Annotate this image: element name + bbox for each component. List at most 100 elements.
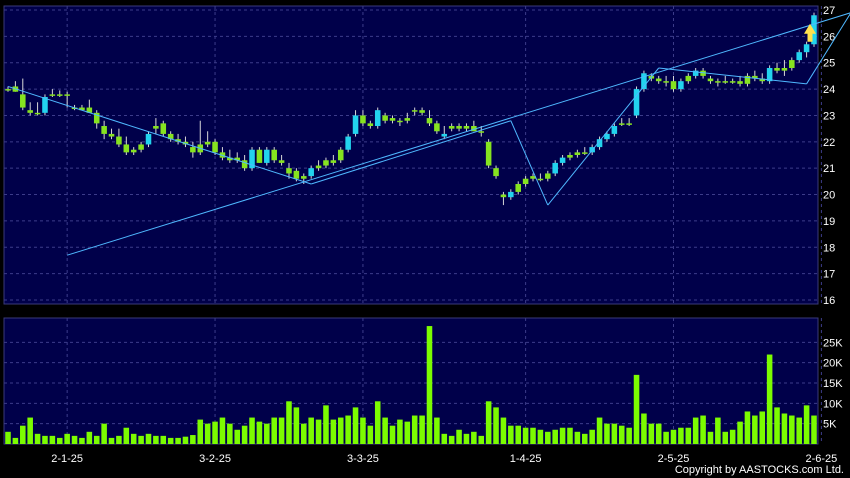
- volume-bar: [27, 417, 33, 444]
- volume-bar: [315, 419, 322, 444]
- candle-body: [86, 107, 93, 113]
- volume-bar: [345, 415, 351, 444]
- date-tick-label: 2-6-25: [805, 453, 837, 465]
- volume-bar: [374, 401, 381, 444]
- volume-bar: [367, 425, 374, 444]
- volume-bar: [108, 437, 115, 444]
- candle-body: [463, 126, 470, 129]
- up-arrow-icon: [804, 23, 816, 42]
- volume-bar: [308, 417, 314, 444]
- price-tick-label: 19: [823, 216, 835, 228]
- volume-bar: [160, 435, 167, 444]
- candle-body: [434, 123, 440, 132]
- volume-bar: [493, 407, 499, 444]
- volume-bar: [227, 423, 233, 444]
- volume-bar: [93, 435, 100, 444]
- candle-body: [478, 131, 485, 133]
- candle-body: [722, 81, 729, 83]
- price-panel: [3, 5, 819, 305]
- volume-bar: [448, 435, 455, 444]
- candle-body: [56, 94, 63, 96]
- candle-body: [20, 94, 26, 108]
- volume-bar: [130, 433, 137, 444]
- candle-body: [774, 68, 780, 71]
- volume-bar: [796, 417, 802, 444]
- candle-body: [655, 78, 662, 82]
- volume-bar: [604, 423, 610, 444]
- candle-body: [374, 110, 381, 126]
- volume-bar: [286, 401, 292, 444]
- candle-body: [744, 75, 751, 84]
- candle-body: [241, 160, 248, 169]
- candle-body: [641, 73, 647, 90]
- volume-bar: [426, 326, 433, 444]
- candle-body: [685, 75, 692, 82]
- candle-body: [256, 149, 263, 163]
- candle-body: [404, 118, 411, 121]
- candle-body: [212, 141, 218, 153]
- volume-bar: [49, 435, 56, 444]
- volume-bar: [648, 423, 655, 444]
- trend-line: [547, 67, 660, 206]
- candle-body: [264, 149, 270, 163]
- candle-body: [803, 44, 810, 53]
- volume-bar: [278, 417, 285, 444]
- volume-bar: [530, 427, 536, 444]
- volume-bar: [204, 423, 211, 444]
- candle-body: [485, 141, 492, 166]
- candle-body: [419, 110, 425, 113]
- volume-bar: [685, 427, 692, 444]
- volume-bar: [678, 427, 684, 444]
- candle-body: [537, 178, 544, 181]
- volume-bar: [618, 425, 625, 444]
- candle-body: [559, 157, 566, 163]
- candle-body: [293, 170, 300, 179]
- candle-body: [227, 157, 233, 161]
- candle-body: [663, 81, 669, 83]
- price-tick-label: 21: [823, 163, 835, 175]
- volume-panel: [3, 317, 819, 445]
- volume-bar: [508, 425, 514, 444]
- volume-bar: [663, 431, 669, 444]
- volume-bar: [811, 415, 817, 444]
- price-tick-label: 17: [823, 269, 835, 281]
- candle-body: [471, 126, 477, 132]
- candle-body: [508, 191, 514, 198]
- volume-bar: [752, 415, 758, 444]
- candle-body: [308, 168, 314, 177]
- candle-body: [633, 89, 640, 116]
- volume-bar: [729, 429, 736, 444]
- date-tick-label: 2-5-25: [658, 453, 690, 465]
- volume-bar: [596, 417, 603, 444]
- candle-body: [493, 168, 499, 177]
- volume-bar: [86, 431, 93, 444]
- candle-body: [278, 160, 285, 163]
- volume-bar: [670, 429, 677, 444]
- volume-bar: [101, 423, 107, 444]
- volume-bar: [766, 354, 773, 444]
- trend-line: [7, 85, 312, 185]
- volume-bar: [611, 423, 618, 444]
- volume-bar: [715, 417, 721, 444]
- candle-body: [759, 78, 766, 82]
- volume-bar: [352, 407, 359, 444]
- volume-bar: [382, 417, 388, 444]
- volume-bar: [574, 431, 581, 444]
- volume-bar: [581, 433, 588, 444]
- candle-body: [175, 139, 181, 142]
- candle-body: [611, 126, 618, 134]
- volume-bar: [545, 431, 551, 444]
- volume-bar: [692, 417, 699, 444]
- candle-body: [130, 149, 137, 153]
- candle-body: [796, 52, 802, 61]
- candle-body: [766, 68, 773, 82]
- volume-bar: [79, 437, 85, 444]
- volume-bar: [655, 423, 662, 444]
- candle-body: [692, 70, 699, 76]
- candle-body: [456, 126, 462, 129]
- candle-body: [301, 176, 307, 179]
- volume-bar: [803, 405, 810, 444]
- candle-body: [271, 149, 277, 161]
- volume-bar: [522, 427, 529, 444]
